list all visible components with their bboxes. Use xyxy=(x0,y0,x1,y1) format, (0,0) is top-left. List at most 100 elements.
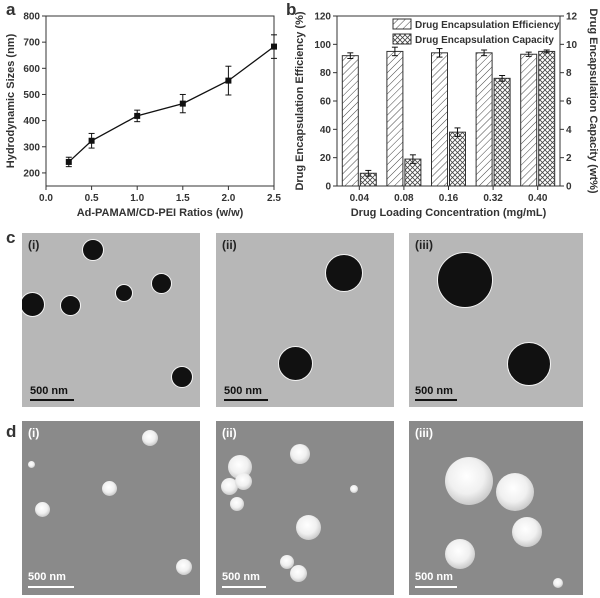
y-tick-label: 200 xyxy=(23,168,40,179)
scale-bar xyxy=(28,586,74,588)
x-tick-label: 0.40 xyxy=(528,193,548,204)
y-right-axis-label: Drug Encapsulation Capacity (wt%) xyxy=(587,8,599,194)
particle xyxy=(102,481,117,496)
scale-bar xyxy=(30,399,74,401)
x-tick-label: 2.0 xyxy=(221,193,235,204)
particle xyxy=(28,461,35,468)
scale-text: 500 nm xyxy=(30,385,68,397)
legend-label: Drug Encapsulation Efficiency xyxy=(415,20,560,31)
x-axis-label: Ad-PAMAM/CD-PEI Ratios (w/w) xyxy=(77,207,244,219)
x-tick-label: 0.32 xyxy=(483,193,503,204)
data-point xyxy=(134,112,141,119)
data-point xyxy=(179,100,186,107)
particle xyxy=(437,252,493,308)
tem-label-ii: (ii) xyxy=(222,238,237,252)
particle xyxy=(60,295,81,316)
x-tick-label: 0.0 xyxy=(39,193,53,204)
particle xyxy=(176,559,192,575)
y-tick-label: 120 xyxy=(314,12,331,23)
tem-image-ii: (ii) 500 nm xyxy=(216,233,394,407)
particle xyxy=(507,342,551,386)
legend-label: Drug Encapsulation Capacity xyxy=(415,35,554,46)
chart-b-encapsulation: 0 20 40 60 80 100 120 0 2 4 6 8 10 12 Drug Loading Con… xyxy=(294,8,599,219)
x-tick-label: 0.08 xyxy=(394,193,414,204)
y-right-tick-label: 4 xyxy=(566,125,572,136)
x-tick-label: 0.04 xyxy=(350,193,370,204)
y-right-tick-label: 2 xyxy=(566,153,572,164)
bar xyxy=(475,52,493,187)
x-tick-label: 2.5 xyxy=(267,193,281,204)
particle xyxy=(280,555,294,569)
particle xyxy=(142,430,158,446)
particle xyxy=(221,478,238,495)
tem-image-iii: (iii) 500 nm xyxy=(409,233,583,407)
particle xyxy=(445,457,493,505)
particle xyxy=(553,578,563,588)
y-right-tick-label: 8 xyxy=(566,68,572,79)
y-tick-label: 60 xyxy=(320,97,332,108)
particle xyxy=(35,502,50,517)
particle xyxy=(115,284,133,302)
bar xyxy=(341,55,359,187)
x-tick-label: 0.16 xyxy=(439,193,459,204)
particle xyxy=(171,366,193,388)
bar xyxy=(520,53,538,187)
y-right-tick-label: 12 xyxy=(566,12,578,23)
bar xyxy=(449,131,466,187)
data-point xyxy=(65,158,72,165)
sem-label-iii: (iii) xyxy=(415,426,433,440)
particle xyxy=(22,292,45,317)
legend-swatch xyxy=(392,18,412,30)
y-tick-label: 500 xyxy=(23,90,40,101)
particle xyxy=(445,539,475,569)
y-tick-label: 0 xyxy=(325,182,331,193)
bar xyxy=(431,52,448,187)
data-point xyxy=(225,77,232,84)
x-axis-label: Drug Loading Concentration (mg/mL) xyxy=(351,207,547,219)
y-axis-label: Hydrodynamic Sizes (nm) xyxy=(5,33,17,168)
y-tick-label: 800 xyxy=(23,12,40,23)
panel-letter-c: c xyxy=(6,228,16,247)
scale-text: 500 nm xyxy=(224,385,262,397)
sem-image-i: (i) 500 nm xyxy=(22,421,200,595)
bar xyxy=(538,50,556,187)
scale-bar xyxy=(222,586,266,588)
sem-image-ii: (ii) 500 nm xyxy=(216,421,394,595)
panel-letter-a: a xyxy=(6,0,16,19)
particle xyxy=(151,273,172,294)
scale-text: 500 nm xyxy=(222,571,260,583)
series-line xyxy=(68,46,275,163)
y-tick-label: 20 xyxy=(320,153,332,164)
panel-letter-b: b xyxy=(286,0,297,19)
plot-frame xyxy=(45,15,275,187)
particle xyxy=(325,254,363,292)
scale-text: 500 nm xyxy=(415,385,453,397)
scale-text: 500 nm xyxy=(28,571,66,583)
x-tick-label: 1.5 xyxy=(176,193,190,204)
particle xyxy=(290,565,307,582)
panel-letter-d: d xyxy=(6,422,17,441)
y-tick-label: 700 xyxy=(23,38,40,49)
x-tick-label: 1.0 xyxy=(130,193,144,204)
y-axis-label: Drug Encapsulation Efficiency (%) xyxy=(294,11,306,190)
chart-a-hydrodynamic-size: 0.0 0.5 1.0 1.5 2.0 2.5 200 300 400 500 600 700 800 A… xyxy=(5,12,281,220)
y-right-tick-label: 0 xyxy=(566,182,572,193)
y-tick-label: 80 xyxy=(320,68,332,79)
particle xyxy=(235,473,252,490)
legend-swatch xyxy=(392,33,412,45)
particle xyxy=(278,346,313,381)
y-tick-label: 600 xyxy=(23,64,40,75)
sem-image-iii: (iii) 500 nm xyxy=(409,421,583,595)
particle xyxy=(350,485,358,493)
tem-image-i: (i) 500 nm xyxy=(22,233,200,407)
particle xyxy=(496,473,534,511)
y-tick-label: 100 xyxy=(314,40,331,51)
y-right-tick-label: 6 xyxy=(566,97,572,108)
particle xyxy=(82,239,104,261)
particle xyxy=(290,444,310,464)
particle xyxy=(230,497,244,511)
y-tick-label: 300 xyxy=(23,142,40,153)
bar xyxy=(386,50,404,187)
particle xyxy=(512,517,542,547)
scale-text: 500 nm xyxy=(415,571,453,583)
